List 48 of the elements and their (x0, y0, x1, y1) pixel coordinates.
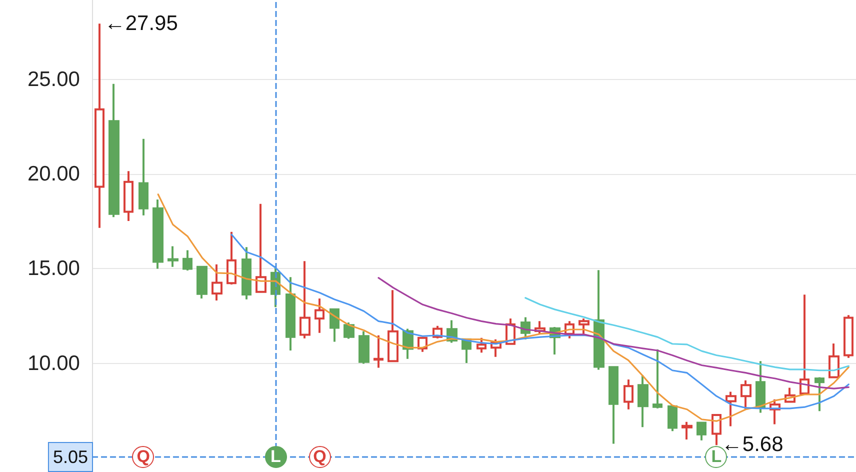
candlestick (358, 330, 370, 365)
candlestick (108, 82, 120, 218)
candlestick (242, 246, 252, 300)
candlestick (212, 263, 222, 302)
candlestick (330, 308, 340, 343)
y-tick-label: 25.00 (27, 68, 80, 91)
candlestick (344, 321, 354, 340)
candlestick (800, 294, 810, 394)
candlestick (182, 249, 192, 272)
y-tick-label: 15.00 (27, 257, 80, 280)
candlestick (196, 266, 208, 300)
line-series (157, 194, 850, 422)
candlestick (652, 348, 662, 410)
y-tick-label: 20.00 (27, 162, 80, 186)
line-series (230, 234, 850, 410)
annotation: ←27.95 (104, 12, 178, 36)
candlestick (578, 318, 590, 335)
candlestick (94, 22, 104, 229)
candlestick (152, 198, 164, 270)
line-series (524, 297, 850, 372)
candlestick (740, 379, 752, 410)
candlestick (388, 289, 398, 362)
candlestick (226, 230, 236, 286)
candlestick (168, 245, 178, 268)
candlestick (726, 390, 736, 428)
candlestick (476, 336, 486, 354)
candlestick (314, 297, 324, 334)
y-tick-label: 10.00 (27, 352, 80, 375)
candlestick (696, 422, 706, 442)
candlestick (608, 366, 618, 445)
candlestick (814, 376, 824, 412)
candlestick (668, 405, 678, 432)
candlestick (594, 269, 604, 371)
candlestick (300, 260, 310, 340)
line-series (378, 277, 850, 390)
candlestick (712, 414, 722, 446)
ref-line-label: 5.05 (52, 447, 88, 468)
candlestick (256, 202, 266, 293)
candlestick (638, 374, 648, 428)
candlestick (138, 138, 148, 216)
candlestick (124, 170, 134, 222)
candlestick (828, 342, 840, 378)
candlestick (374, 334, 384, 369)
candlestick (682, 420, 692, 440)
candlestick (624, 378, 634, 410)
candlestick (286, 276, 296, 352)
candlestick (756, 360, 766, 414)
candlestick (844, 314, 854, 359)
